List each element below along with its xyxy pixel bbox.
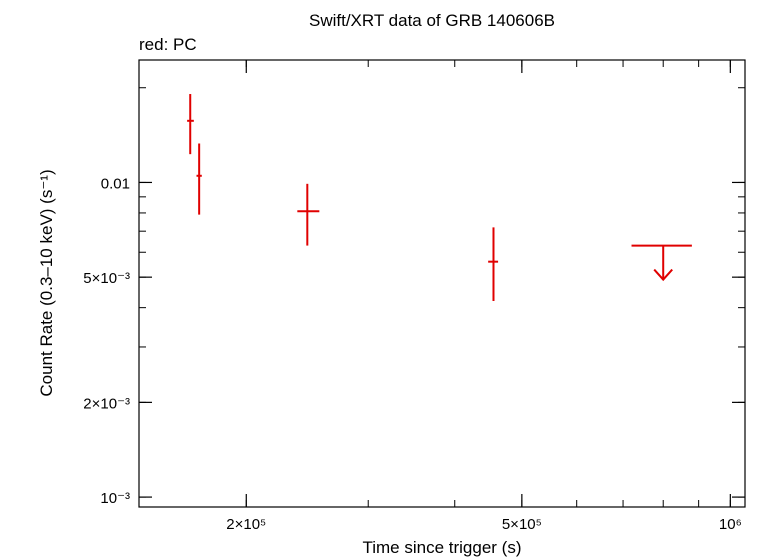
chart-title: Swift/XRT data of GRB 140606B xyxy=(309,11,555,30)
data-point xyxy=(187,94,194,155)
chart-subtitle: red: PC xyxy=(139,35,197,54)
y-tick-label: 10⁻³ xyxy=(100,490,130,507)
upper-limit-arrow-head xyxy=(653,268,673,282)
data-points xyxy=(187,94,499,301)
y-tick-label: 0.01 xyxy=(101,175,130,192)
data-point xyxy=(196,143,202,215)
x-tick-label: 2×10⁵ xyxy=(226,516,266,533)
data-point xyxy=(297,183,320,246)
x-minor-ticks xyxy=(245,60,731,507)
plot-frame xyxy=(138,59,746,508)
upper-limit-point xyxy=(631,244,692,282)
y-axis-ticks: 0.01 5×10⁻³ 2×10⁻³ 10⁻³ xyxy=(83,175,745,507)
x-tick-label: 5×10⁵ xyxy=(502,516,542,533)
y-axis-label: Count Rate (0.3–10 keV) (s⁻¹) xyxy=(37,169,56,396)
data-point xyxy=(488,227,499,301)
y-tick-label: 5×10⁻³ xyxy=(83,270,130,287)
x-axis-label: Time since trigger (s) xyxy=(362,538,521,557)
x-axis-ticks: 2×10⁵ 5×10⁵ 10⁶ xyxy=(226,60,742,533)
y-tick-label: 2×10⁻³ xyxy=(83,395,130,412)
x-tick-label: 10⁶ xyxy=(719,516,742,533)
upper-limits xyxy=(631,244,692,282)
y-minor-ticks xyxy=(139,87,745,498)
